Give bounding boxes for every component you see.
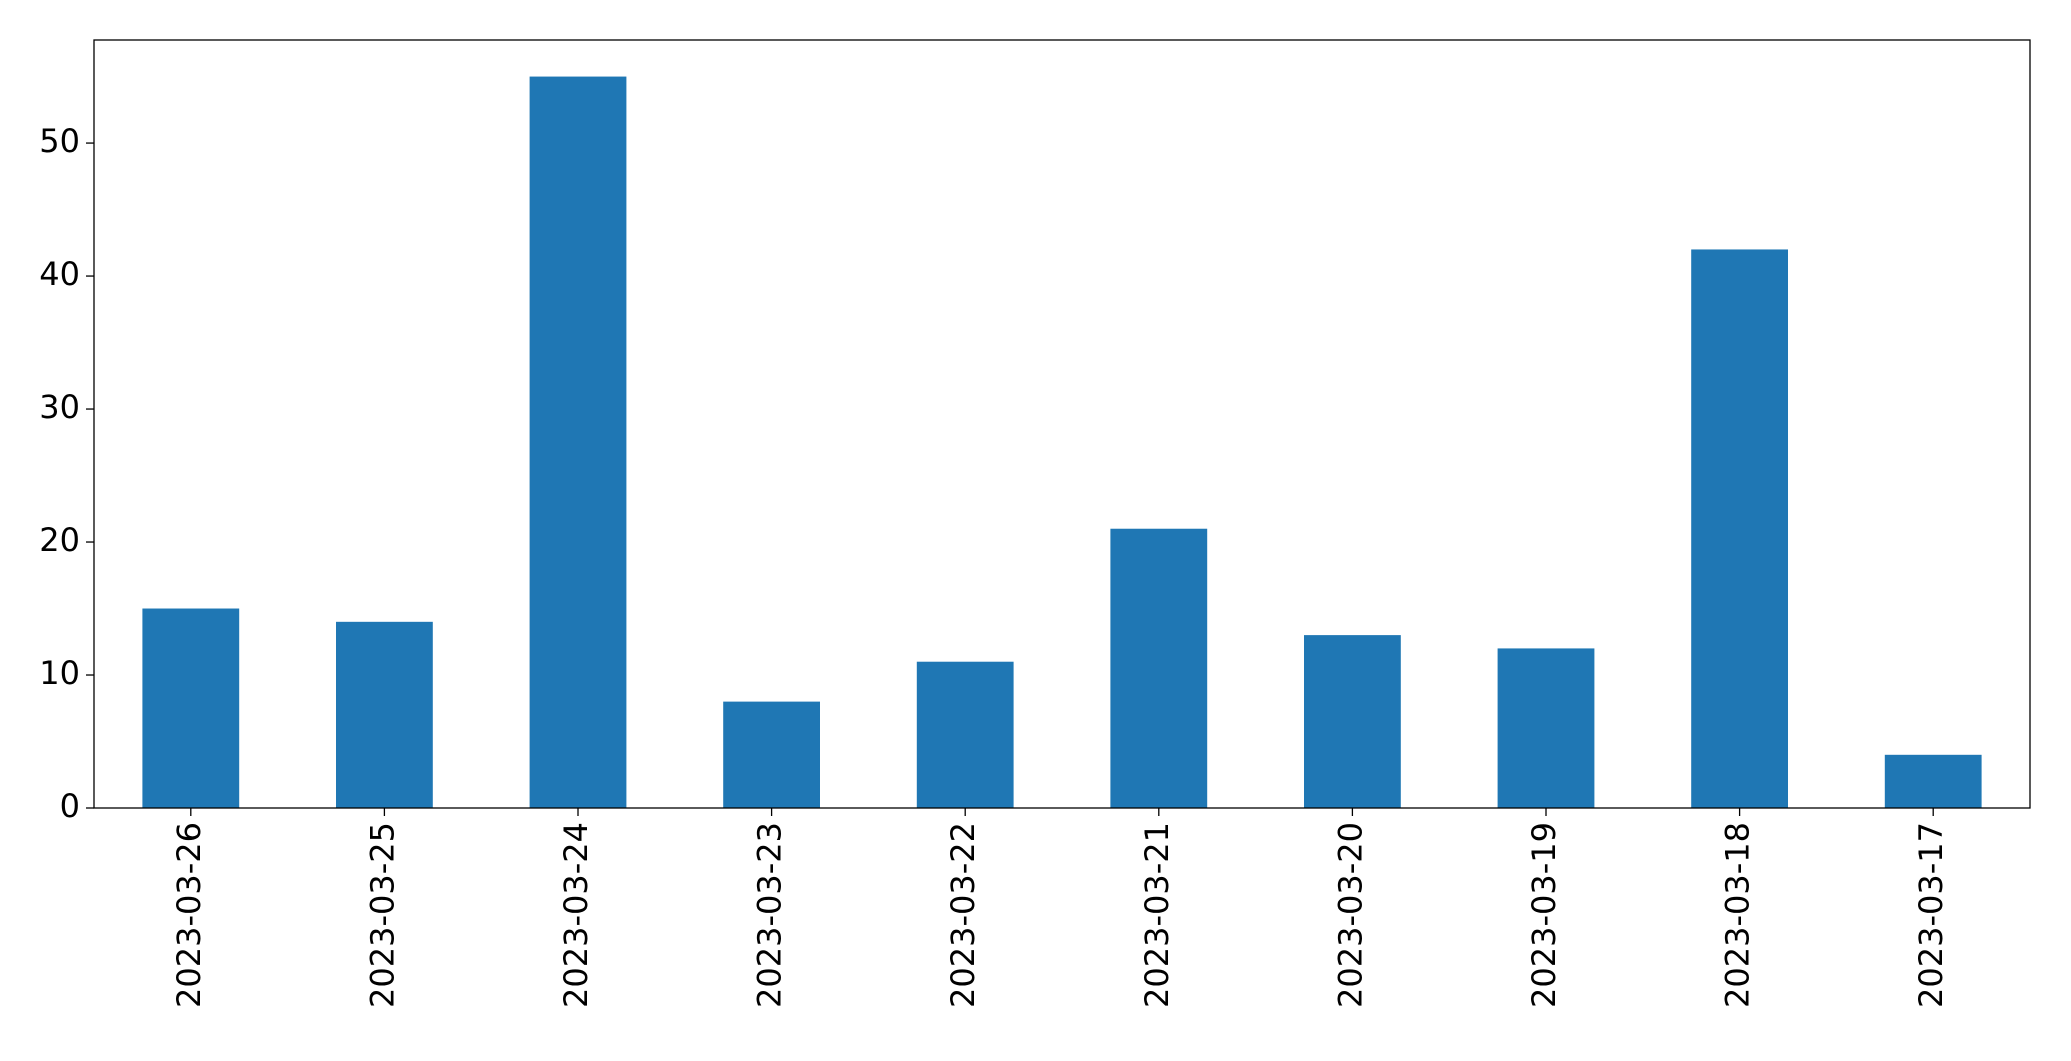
bar: [723, 701, 820, 808]
x-tick-label: 2023-03-19: [1525, 822, 1563, 1008]
y-tick-label: 40: [39, 255, 80, 293]
y-tick-label: 20: [39, 521, 80, 559]
x-tick-label: 2023-03-22: [944, 822, 982, 1008]
bar: [142, 608, 240, 808]
y-tick-label: 0: [60, 787, 80, 825]
bar: [1691, 249, 1788, 809]
x-tick-label: 2023-03-21: [1138, 822, 1176, 1008]
bar: [1304, 635, 1401, 808]
y-tick-label: 50: [39, 122, 80, 160]
bar: [1497, 648, 1595, 808]
bar: [529, 76, 627, 809]
x-tick-label: 2023-03-24: [557, 822, 595, 1008]
x-tick-label: 2023-03-26: [170, 822, 208, 1008]
x-tick-label: 2023-03-25: [363, 822, 401, 1008]
x-tick-label: 2023-03-17: [1912, 822, 1950, 1008]
x-tick-label: 2023-03-20: [1331, 822, 1369, 1008]
y-tick-label: 10: [39, 654, 80, 692]
x-tick-label: 2023-03-23: [751, 822, 789, 1008]
plot-frame: [93, 39, 2031, 809]
bar: [1110, 528, 1208, 808]
bar: [916, 661, 1014, 808]
bar: [1884, 754, 1982, 808]
y-tick-label: 30: [39, 388, 80, 426]
bar: [336, 621, 433, 808]
x-tick-label: 2023-03-18: [1719, 822, 1757, 1008]
